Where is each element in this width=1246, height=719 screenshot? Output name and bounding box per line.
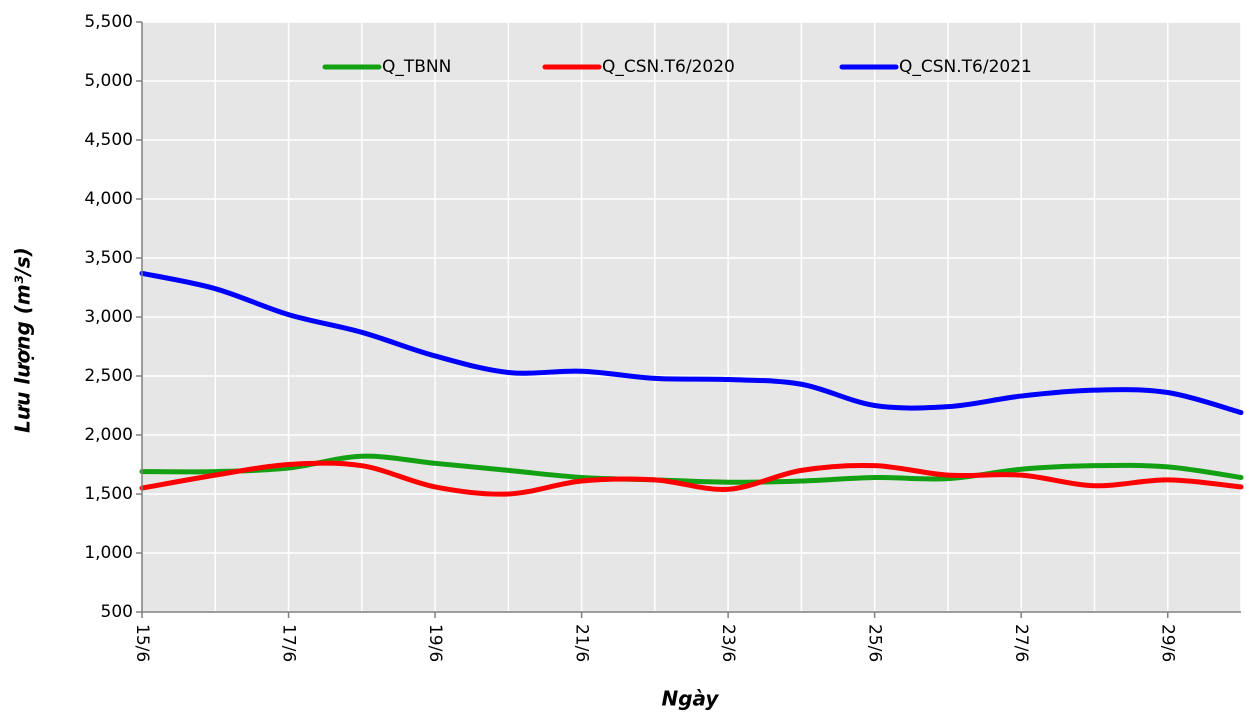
x-tick-label: 27/6 (1011, 624, 1031, 662)
y-tick-label: 2,500 (84, 366, 133, 386)
x-tick-label: 23/6 (718, 624, 738, 662)
x-tick-label: 17/6 (279, 624, 299, 662)
x-tick-label: 19/6 (425, 624, 445, 662)
legend-label: Q_TBNN (382, 57, 451, 77)
y-tick-label: 2,000 (84, 425, 133, 445)
y-tick-label: 5,500 (84, 12, 133, 32)
y-tick-label: 4,500 (84, 130, 133, 150)
series-line (139, 270, 1244, 416)
y-tick-label: 1,500 (84, 484, 133, 504)
lines (139, 270, 1244, 497)
x-tick-label: 15/6 (132, 624, 152, 662)
legend-label: Q_CSN.T6/2021 (899, 57, 1032, 77)
y-tick-label: 1,000 (84, 543, 133, 563)
y-axis-label: Lưu lượng (m³/s) (11, 247, 35, 433)
y-tick-label: 4,000 (84, 189, 133, 209)
series-line (139, 460, 1244, 497)
x-tick-label: 21/6 (572, 624, 592, 662)
x-tick-label: 29/6 (1158, 624, 1178, 662)
grid (142, 21, 1242, 613)
y-tick-label: 3,500 (84, 248, 133, 268)
legend-label: Q_CSN.T6/2020 (602, 57, 735, 77)
x-axis-label: Ngày (662, 687, 720, 711)
y-tick-label: 500 (101, 602, 133, 622)
x-tick-label: 25/6 (865, 624, 885, 662)
y-tick-label: 5,000 (84, 71, 133, 91)
y-tick-label: 3,000 (84, 307, 133, 327)
